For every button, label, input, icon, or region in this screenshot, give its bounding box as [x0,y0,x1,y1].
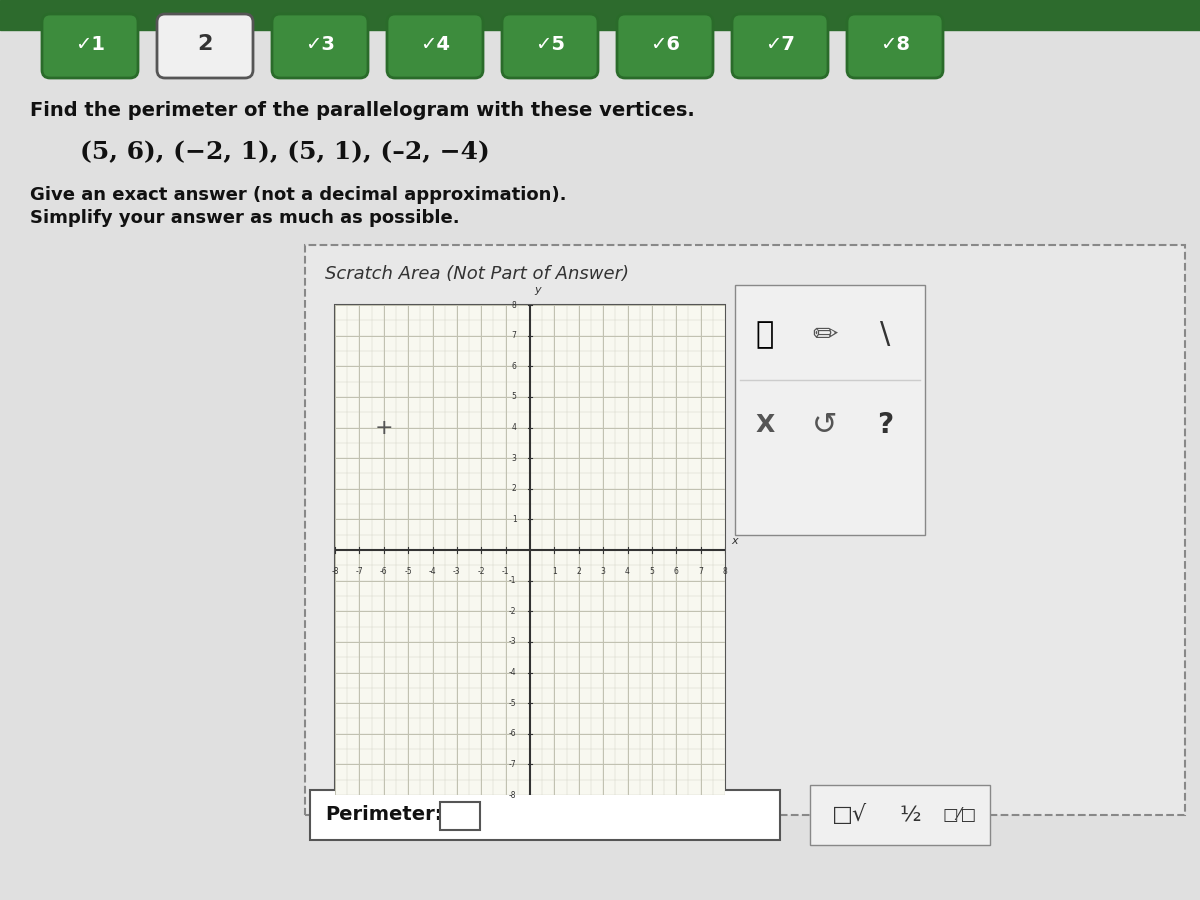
Bar [810,785,990,845]
Text: -5: -5 [404,567,412,576]
Text: 1: 1 [512,515,516,524]
FancyBboxPatch shape [157,14,253,78]
Text: -1: -1 [509,576,516,585]
Bar [0,0,1200,30]
Bar [305,245,1186,815]
Text: ✓7: ✓7 [766,34,794,53]
Bar [440,802,480,830]
Text: -8: -8 [509,790,516,799]
Bar [310,790,780,840]
Text: (5, 6), (−2, 1), (5, 1), (–2, −4): (5, 6), (−2, 1), (5, 1), (–2, −4) [80,140,490,164]
Text: 2: 2 [512,484,516,493]
Text: ✓5: ✓5 [535,34,565,53]
Text: 4: 4 [625,567,630,576]
Text: 7: 7 [698,567,703,576]
Text: ?: ? [877,411,893,439]
Text: 3: 3 [511,454,516,463]
Text: Find the perimeter of the parallelogram with these vertices.: Find the perimeter of the parallelogram … [30,101,695,120]
FancyBboxPatch shape [732,14,828,78]
Text: -8: -8 [331,567,338,576]
Text: -7: -7 [509,760,516,769]
Text: ↺: ↺ [812,410,838,439]
FancyBboxPatch shape [272,14,368,78]
Text: y: y [534,284,541,294]
Text: x: x [732,536,738,545]
Text: 2: 2 [197,34,212,54]
Text: 5: 5 [649,567,654,576]
Text: ✓1: ✓1 [74,34,106,53]
Text: +: + [374,418,394,437]
FancyBboxPatch shape [42,14,138,78]
Text: -1: -1 [502,567,509,576]
Text: -6: -6 [380,567,388,576]
Text: 8: 8 [722,567,727,576]
Text: ✏: ✏ [812,320,838,349]
Text: 2: 2 [576,567,581,576]
Text: 5: 5 [511,392,516,401]
Text: -5: -5 [509,698,516,707]
Text: -2: -2 [509,607,516,616]
Text: □√: □√ [833,805,868,825]
Text: -3: -3 [454,567,461,576]
Text: -7: -7 [355,567,364,576]
Text: Simplify your answer as much as possible.: Simplify your answer as much as possible… [30,209,460,227]
Text: 7: 7 [511,331,516,340]
Text: Perimeter:: Perimeter: [325,806,443,824]
Text: 3: 3 [601,567,606,576]
Text: -2: -2 [478,567,485,576]
Text: □⁄□: □⁄□ [943,806,977,824]
Text: 1: 1 [552,567,557,576]
Text: ✓8: ✓8 [880,34,910,53]
Text: 💬: 💬 [756,320,774,349]
Bar [335,305,725,795]
Text: 4: 4 [511,423,516,432]
Bar [734,285,925,535]
Text: -3: -3 [509,637,516,646]
Text: -6: -6 [509,729,516,738]
Text: Scratch Area (Not Part of Answer): Scratch Area (Not Part of Answer) [325,265,629,283]
Text: 6: 6 [511,362,516,371]
Text: Give an exact answer (not a decimal approximation).: Give an exact answer (not a decimal appr… [30,186,566,204]
FancyBboxPatch shape [847,14,943,78]
Text: ½: ½ [899,805,920,825]
FancyBboxPatch shape [386,14,482,78]
Text: ✓3: ✓3 [305,34,335,53]
FancyBboxPatch shape [502,14,598,78]
Text: -4: -4 [428,567,437,576]
Text: ✓6: ✓6 [650,34,680,53]
FancyBboxPatch shape [617,14,713,78]
Text: 6: 6 [674,567,679,576]
Text: -4: -4 [509,668,516,677]
Text: 8: 8 [512,301,516,310]
Text: X: X [755,413,775,437]
Text: ✓4: ✓4 [420,34,450,53]
Text: \: \ [880,320,890,349]
